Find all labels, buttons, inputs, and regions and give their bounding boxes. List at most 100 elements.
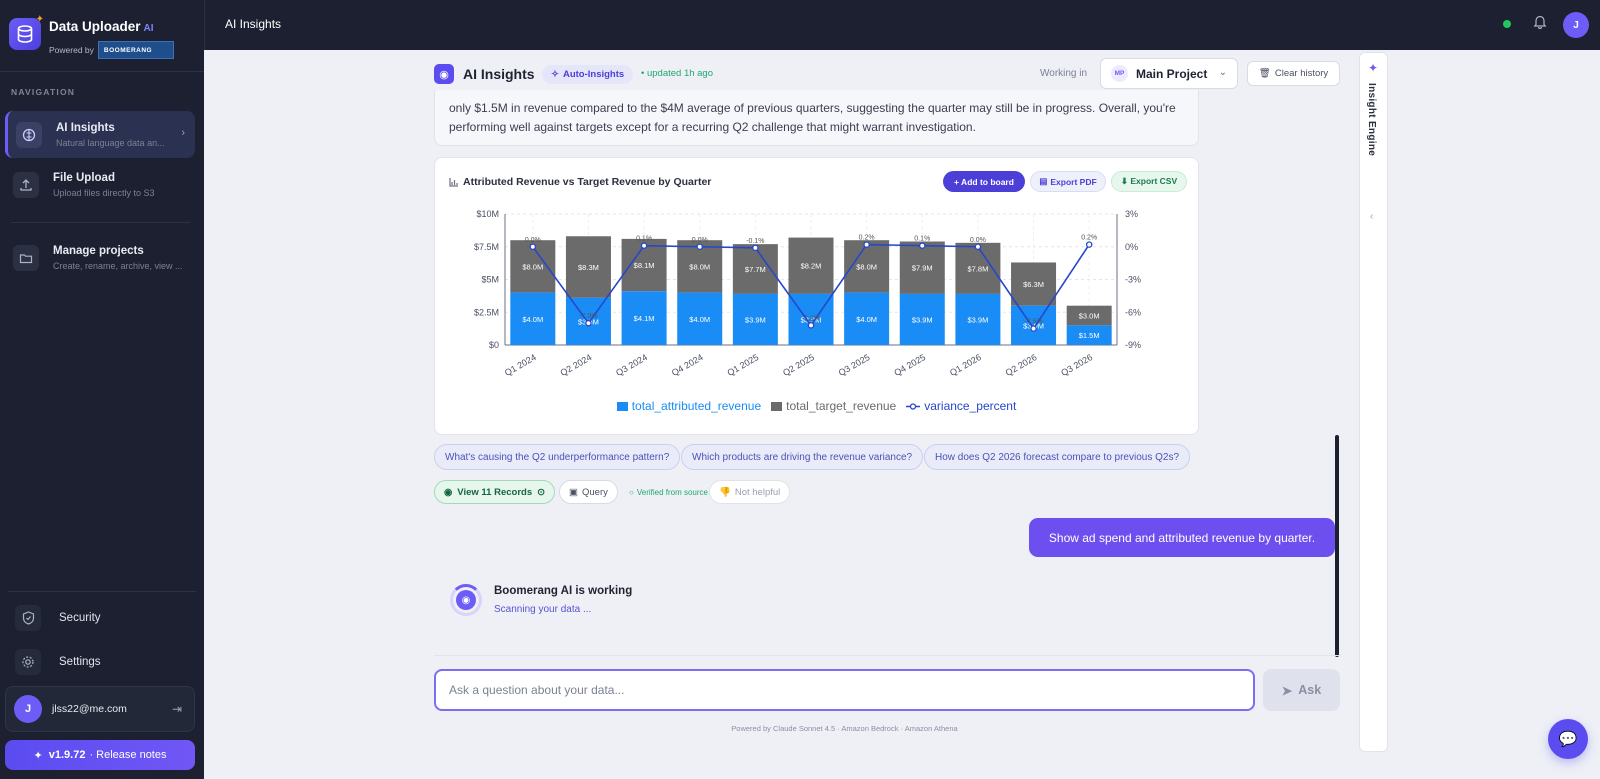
project-initials: MP [1111,65,1128,82]
bar-attributed [510,292,556,345]
suggestion-chip[interactable]: What's causing the Q2 underperformance p… [434,444,681,470]
bar-target-label: $8.2M [801,262,822,271]
top-bar: AI Insights J [204,0,1600,50]
suggestion-chip[interactable]: Which products are driving the revenue v… [681,444,924,470]
export-pdf-label: Export PDF [1050,176,1097,187]
x-axis-tick-label: Q2 2025 [781,352,816,378]
sidebar-item-file-upload[interactable]: File Upload Upload files directly to S3 [5,161,195,208]
bar-attributed-label: $3.9M [912,315,933,324]
avatar[interactable]: J [1563,12,1589,38]
bar-target [1066,305,1112,326]
clear-history-button[interactable]: 🗑 Clear history [1247,61,1340,86]
sidebar-item-label: Manage projects [53,244,144,257]
bar-target [899,241,945,294]
variance-point [1030,325,1037,332]
powered-by-footer: Powered by Claude Sonnet 4.5 · Amazon Be… [731,724,958,733]
page-title: AI Insights [225,17,282,31]
sparkle-icon: ✧ [551,69,559,80]
chart-card: Attributed Revenue vs Target Revenue by … [434,157,1199,435]
query-button[interactable]: ▣ Query [559,480,618,504]
legend-item-target[interactable]: total_target_revenue [771,399,896,413]
sidebar-item-settings[interactable]: Settings [5,645,195,679]
avatar: J [14,695,42,723]
view-records-button[interactable]: ◉ View 11 Records ⊙ [434,480,556,504]
app-title: Data Uploader [49,19,141,34]
export-csv-button[interactable]: ⬇ Export CSV [1111,171,1187,192]
panel-title: AI Insights [463,66,535,82]
divider [11,222,190,223]
not-helpful-button[interactable]: 👎 Not helpful [709,480,791,504]
insight-engine-panel[interactable]: ✦ Insight Engine ‹ [1359,52,1388,752]
bar-attributed-label: $3.9M [745,315,766,324]
ask-input[interactable] [434,669,1255,711]
suggestion-chip[interactable]: How does Q2 2026 forecast compare to pre… [924,444,1191,470]
variance-point [1085,241,1093,248]
auto-insights-badge[interactable]: ✧ Auto-Insights [542,65,634,84]
bar-attributed-label: $4.0M [522,315,543,324]
y-axis-tick-label: $0 [489,340,499,350]
user-message: Show ad spend and attributed revenue by … [1029,518,1335,557]
ask-label: Ask [1298,683,1322,697]
bar-attributed [955,293,1001,345]
chat-scrollbar[interactable] [1335,435,1339,657]
ask-button[interactable]: ➤ Ask [1263,669,1340,711]
y2-axis-tick-label: 3% [1125,209,1138,219]
powered-by-label: Powered by [49,45,94,55]
bell-icon[interactable] [1533,14,1547,32]
brain-icon [16,121,42,148]
legend-label: variance_percent [924,399,1017,413]
sidebar-item-label: Settings [59,656,101,668]
export-pdf-button[interactable]: ▤ Export PDF [1030,171,1106,192]
variance-point [807,322,815,329]
verified-label: Verified from source [636,487,708,497]
bar-target-label: $7.9M [912,264,933,273]
divider [8,591,196,592]
add-to-board-button[interactable]: + Add to board [943,171,1025,192]
bar-target-label: $6.3M [1023,280,1044,289]
legend-item-variance[interactable]: variance_percent [906,399,1016,413]
chevron-down-icon: ⌄ [1218,67,1227,78]
y-axis-tick-label: $5M [481,275,499,285]
badge-label: Auto-Insights [562,69,625,80]
variance-point [974,243,982,251]
chevron-right-icon: › [181,127,185,139]
release-notes-button[interactable]: ✦ v1.9.72 · Release notes [5,740,195,770]
database-icon: ✦ [9,14,44,50]
x-axis-tick-label: Q1 2025 [725,352,760,378]
user-account[interactable]: J jlss22@me.com ⇥ [5,686,195,732]
legend-swatch [616,401,628,411]
brand[interactable]: ✦ Data Uploader AI Powered by BOOMERANG [9,14,174,59]
variance-point [696,243,703,251]
chevron-circle-icon: ⊙ [537,486,546,498]
logout-icon[interactable]: ⇥ [171,702,182,716]
sidebar-item-ai-insights[interactable]: AI Insights Natural language data an... … [5,111,195,158]
sidebar-item-manage-projects[interactable]: Manage projects Create, rename, archive,… [5,234,195,281]
x-axis-tick-label: Q4 2024 [670,352,705,378]
x-axis-tick-label: Q2 2024 [559,352,594,378]
legend-item-attributed[interactable]: total_attributed_revenue [616,399,762,413]
chart-title: Attributed Revenue vs Target Revenue by … [463,176,712,188]
chevron-left-icon[interactable]: ‹ [1370,211,1374,222]
bar-target-label: $8.0M [689,262,710,271]
project-name: Main Project [1136,66,1208,81]
release-notes-label: · Release notes [89,749,167,761]
divider [0,71,204,72]
bar-attributed-label: $4.0M [856,315,877,324]
legend-label: total_target_revenue [786,399,897,413]
variance-point [919,242,926,249]
verified-badge: ○ Verified from source [620,480,717,504]
chat-fab-button[interactable]: 💬 [1548,719,1588,759]
x-axis-tick-label: Q3 2024 [614,352,649,378]
legend-label: total_attributed_revenue [631,399,762,413]
bar-attributed [732,293,778,345]
sidebar-item-security[interactable]: Security [5,601,195,635]
variance-label: 0.0% [525,237,541,244]
shield-icon [15,605,41,631]
project-selector[interactable]: MP Main Project ⌄ [1100,58,1238,89]
bar-target-label: $8.3M [578,263,599,272]
bar-target-label: $7.8M [967,264,988,273]
variance-point [529,243,537,251]
loading-spinner-icon: ◉ [450,584,482,616]
sparkle-icon: ✦ [1368,61,1379,75]
sidebar: ✦ Data Uploader AI Powered by BOOMERANG NA… [0,0,204,779]
